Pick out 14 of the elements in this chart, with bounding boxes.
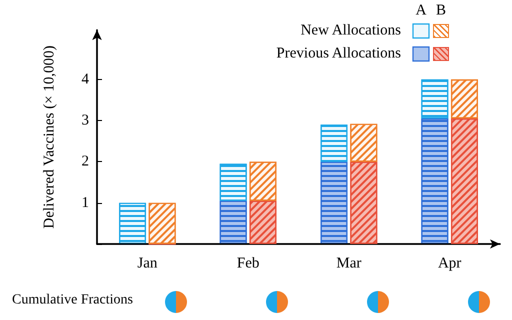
chart-title: A [416,2,427,18]
legend-label: New Allocations [300,22,402,38]
y-tick-label: 3 [82,112,89,129]
x-tick-label: Feb [236,256,260,272]
y-tick-label: 4 [82,71,90,88]
text: Cumulative Fractions [12,292,133,308]
x-tick-label: Apr [438,256,462,272]
x-tick-label: Mar [336,256,362,272]
chart-title: B [436,2,446,18]
x-tick-label: Jan [137,256,158,272]
legend-label: Previous Allocations [276,46,402,62]
y-tick-label: 1 [82,194,89,211]
y-tick-label: 2 [82,154,89,170]
y-axis-title: Delivered Vaccines (× 10,000) [42,45,58,229]
